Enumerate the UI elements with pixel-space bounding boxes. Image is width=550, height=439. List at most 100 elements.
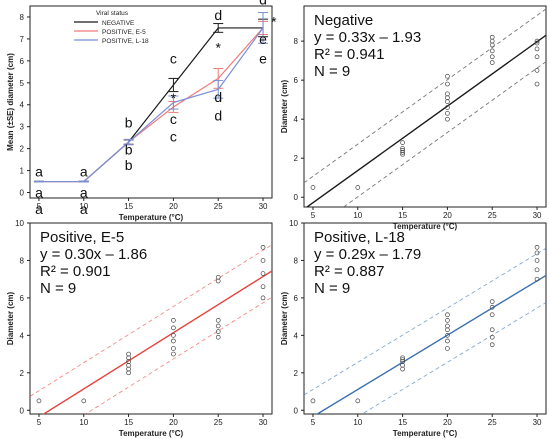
data-point [445,99,450,104]
significance-letter: b [125,157,133,173]
regression-lines [304,247,546,414]
x-tick-label: 10 [79,418,88,427]
significance-letter: b [125,142,133,158]
y-tick-label: 2 [294,154,299,163]
x-tick-label: 30 [533,418,542,427]
significance-letter: c [170,111,177,127]
data-point [534,40,540,46]
chart-panel-negative: 5 10 15 20 25 30 0 2 4 6 8 Temperature (°C) Diameter… [280,5,547,231]
data-point [534,244,540,250]
data-point [171,333,176,338]
significance-letter: a [35,164,43,180]
x-tick-label: 5 [37,202,42,211]
data-point [171,318,176,323]
y-tick-label: 0 [20,189,25,198]
y-axis-label: Diameter (cm) [280,291,289,345]
significance-letter: d [214,7,222,23]
y-tick-label: 10 [289,219,298,228]
data-point [171,351,176,357]
chart-panel-viral-status: 5 10 15 20 25 30 0 1 2 3 4 5 6 7 8 Temperature (°C) Mean… [6,0,277,222]
data-point [445,346,450,351]
panel-title: Negative [314,12,373,29]
y-tick-label: 8 [294,256,299,265]
plot-frame [303,5,547,208]
data-point [445,95,450,101]
series-positive-e-5 [33,20,269,183]
x-tick-label: 5 [311,211,316,220]
x-tick-label: 15 [398,211,407,220]
legend-title: Viral status [96,10,129,17]
y-axis-label: Mean (±SE) diameter (cm) [6,53,15,151]
prediction-band [84,296,272,414]
data-point [534,54,540,60]
legend-label: NEGATIVE [102,20,135,27]
data-point [310,398,316,404]
x-tick-label: 5 [37,418,42,427]
data-point [489,299,495,304]
x-tick-label: 5 [311,418,316,427]
regression-stat: R² = 0.941 [314,46,384,63]
x-tick-label: 25 [488,418,497,427]
legend: Viral status NEGATIVE POSITIVE, E-5 POSITIV… [74,10,149,45]
regression-stat: y = 0.29x – 1.79 [314,246,421,263]
data-point [489,34,495,40]
data-point [445,73,450,79]
significance-letter: c [170,51,177,67]
legend-label: POSITIVE, E-5 [102,29,146,36]
data-point [215,323,221,329]
x-tick-label: 25 [488,211,497,220]
x-tick-label: 30 [533,211,542,220]
data-point [126,351,131,357]
y-tick-label: 4 [20,331,25,340]
x-tick-label: 10 [79,202,88,211]
data-point [355,185,361,190]
y-tick-label: 8 [20,13,25,22]
data-point [489,48,495,54]
chart-panel-positive-l-18: 5 10 15 20 25 30 0 2 4 6 8 10 Temperature (°C) Diamet… [280,219,547,438]
data-point [445,110,450,116]
prediction-band [30,244,272,397]
regression-stat: y = 0.33x – 1.93 [314,29,421,46]
regression-line [315,274,546,414]
y-axis-label: Diameter (cm) [280,79,289,133]
y-tick-label: 2 [20,145,25,154]
significance-letter: a [35,201,43,217]
y-tick-label: 6 [294,294,299,303]
significance-letter: a [80,164,88,180]
series-negative [33,18,269,183]
data-point [445,333,450,338]
panel-title: Positive, L-18 [314,229,405,246]
data-point [445,312,450,318]
plot-frame [303,222,547,415]
data-point [400,146,405,151]
y-tick-label: 4 [294,331,299,340]
y-tick-label: 0 [20,406,25,415]
data-point [489,327,495,333]
data-point [215,318,221,323]
data-point [400,148,405,153]
data-point [489,54,495,60]
data-point [534,68,540,73]
prediction-band [304,247,546,396]
data-point [171,325,176,331]
data-point [489,334,495,340]
x-tick-label: 20 [169,202,178,211]
data-point [534,258,540,263]
data-point [534,46,540,52]
data-point [215,334,221,340]
legend-label: POSITIVE, L-18 [102,38,149,45]
significance-letter: b [125,114,133,130]
regression-lines [304,8,546,207]
x-tick-label: 10 [353,211,362,220]
data-point [445,81,450,87]
x-axis-label: Temperature (°C) [119,429,184,438]
data-point [534,250,540,256]
significance-letter: a [80,201,88,217]
data-point [445,116,450,122]
y-tick-label: 4 [294,115,299,124]
regression-stat: N = 9 [314,63,350,80]
x-tick-label: 30 [259,202,268,211]
y-tick-label: 1 [20,167,25,176]
data-point [534,267,540,273]
y-tick-label: 8 [20,256,25,265]
